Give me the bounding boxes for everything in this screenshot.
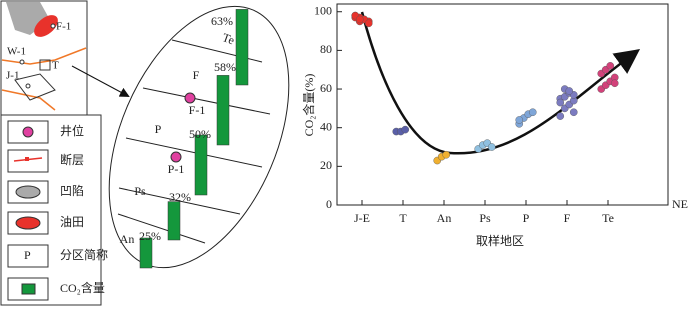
zone-label: Ps [134, 184, 146, 198]
co2-bar [235, 9, 249, 86]
sample-point [364, 19, 373, 28]
zone-outline [14, 73, 56, 101]
legend-label: 井位 [60, 123, 84, 138]
map-label: J-1 [6, 70, 19, 82]
fault [1, 47, 87, 65]
sample-point [528, 108, 537, 117]
legend-label: 凹陷 [60, 183, 84, 198]
sample-point [606, 62, 615, 70]
legend-symbol [15, 185, 41, 199]
fault [1, 89, 56, 111]
map-label: F-1 [56, 21, 71, 33]
well-label: P-1 [168, 162, 185, 176]
co2-bar [194, 134, 208, 196]
x-tick-label: Te [602, 211, 614, 225]
oil-field [34, 15, 58, 37]
sample-point [487, 143, 496, 151]
sample-point [610, 79, 619, 88]
y-tick-label: 80 [320, 42, 332, 56]
zone-label: Te [220, 30, 236, 47]
legend-label: 断层 [60, 152, 84, 167]
map-label: T [52, 60, 59, 72]
y-tick-label: 40 [320, 119, 332, 133]
legend-label: CO₂含量 [60, 280, 105, 295]
legend-label: 分区简称 [60, 248, 108, 262]
value-label: 58% [214, 60, 236, 74]
sample-point [401, 125, 410, 134]
trend-curve [360, 11, 641, 155]
sample-point [569, 108, 578, 117]
x-tick-label: P [523, 211, 530, 225]
zone-label: An [120, 232, 135, 246]
well [50, 23, 56, 29]
x-axis-label: 取样地区 [476, 233, 524, 248]
co2-bar [167, 201, 181, 241]
sample-point [442, 150, 451, 159]
x-tick-label: J-E [354, 211, 370, 225]
well [184, 92, 196, 104]
sample-point [556, 98, 565, 107]
x-tick-label: T [399, 211, 407, 225]
map-label: W-1 [7, 46, 26, 58]
value-label: 25% [139, 229, 161, 243]
value-label: 50% [189, 127, 211, 141]
legend: 井位 断层 凹陷 油田 P 分区简称 CO₂含量 [0, 114, 108, 306]
well-label: F-1 [189, 103, 206, 117]
zone-box [39, 59, 51, 71]
zone-label: F [193, 68, 200, 82]
pointer-arrow [71, 65, 130, 97]
x-tick-label: F [564, 211, 571, 225]
legend-symbol [22, 126, 34, 138]
y-tick-label: 60 [320, 81, 332, 95]
legend-symbol [21, 283, 36, 295]
x-tick-label: An [437, 211, 452, 225]
y-tick-label: 0 [326, 197, 332, 211]
legend-symbol: P [24, 248, 31, 262]
sample-point [355, 15, 364, 24]
y-tick-label: 20 [320, 158, 332, 172]
legend-label: 油田 [60, 215, 84, 229]
legend-symbol [15, 216, 41, 230]
y-tick-label: 100 [314, 3, 332, 17]
x-tick-label: Ps [479, 211, 491, 225]
well [170, 151, 182, 163]
sample-point [515, 116, 524, 124]
sample-point [556, 112, 565, 120]
y-axis-label: CO₂含量(%) [301, 74, 316, 137]
well [19, 59, 25, 65]
plot-frame [336, 3, 669, 206]
well [25, 83, 31, 89]
direction-label: NE [672, 197, 688, 211]
value-label: 32% [169, 190, 191, 204]
zone-label: P [155, 122, 162, 136]
sample-point [565, 87, 574, 95]
map-inset: F-1 W-1 J-1 T [0, 0, 88, 116]
co2-bar [216, 75, 230, 146]
co2-bar [139, 237, 153, 269]
value-label: 63% [211, 14, 233, 28]
